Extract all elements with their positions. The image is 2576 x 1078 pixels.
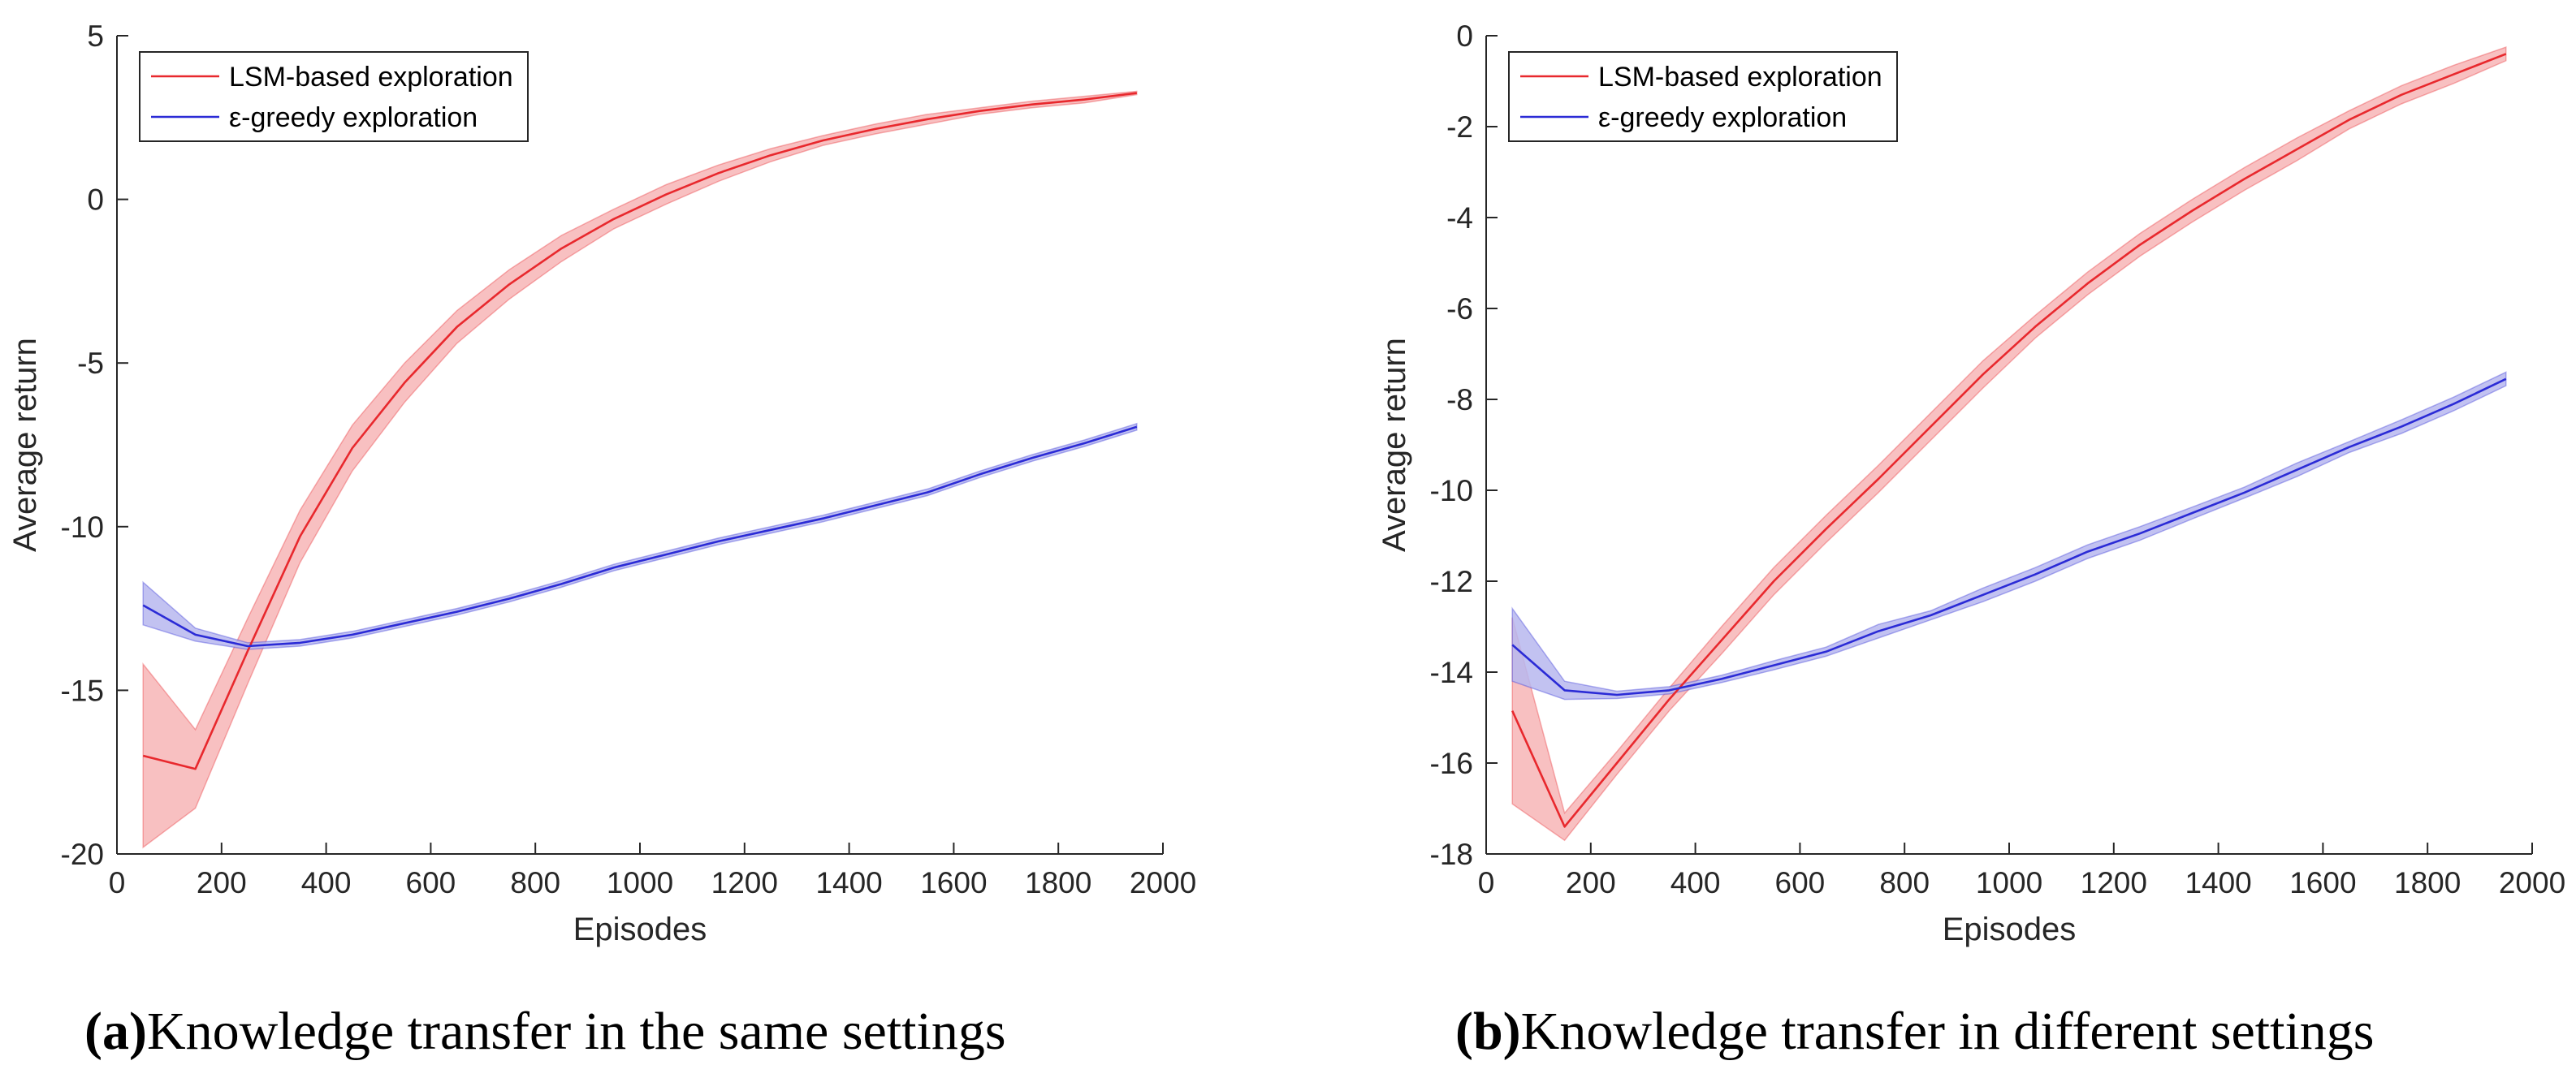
legend-entry: ε-greedy exploration	[1598, 102, 1847, 133]
series-line-a-0	[142, 92, 1137, 770]
x-tick-label: 1000	[1976, 866, 2042, 899]
x-axis-label: Episodes	[1943, 912, 2077, 947]
y-tick-label: -4	[1446, 201, 1473, 235]
legend-entry: LSM-based exploration	[229, 62, 513, 93]
x-tick-label: 0	[1478, 866, 1495, 899]
x-axis-label: Episodes	[573, 912, 707, 947]
panel-caption: (b)Knowledge transfer in different setti…	[1455, 1002, 2374, 1061]
x-tick-label: 1400	[815, 866, 882, 899]
panel-b: 0 200 400 600 800 1000 1200 1400 1600 1800 2000 -18…	[1377, 19, 2565, 1061]
x-tick-label: 800	[510, 866, 560, 899]
x-tick-label: 1000	[607, 866, 673, 899]
legend-box	[1508, 51, 1898, 142]
x-tick-label: 1200	[2081, 866, 2147, 899]
y-tick-label: -6	[1446, 292, 1473, 326]
y-tick-label: -12	[1430, 565, 1473, 598]
y-axis-label: Average return	[1377, 338, 1412, 552]
series-line-a-1	[142, 425, 1138, 648]
panel-caption: (a)Knowledge transfer in the same settin…	[84, 1002, 1006, 1061]
x-tick-label: 600	[1775, 866, 1826, 899]
y-tick-label: 0	[87, 183, 104, 217]
series-band-a-0	[142, 90, 1138, 849]
y-tick-label: -8	[1446, 383, 1473, 416]
panel-caption-text: Knowledge transfer in different settings	[1521, 1002, 2375, 1061]
x-tick-label: 400	[301, 866, 352, 899]
y-tick-label: 5	[87, 19, 104, 53]
y-tick-label: -16	[1430, 747, 1473, 780]
x-tick-label: 400	[1671, 866, 1721, 899]
y-tick-label: -14	[1430, 656, 1473, 689]
x-tick-label: 0	[109, 866, 126, 899]
x-tick-label: 600	[406, 866, 456, 899]
legend-entry: ε-greedy exploration	[229, 102, 478, 133]
y-tick-label: -2	[1446, 110, 1473, 144]
x-tick-label: 1800	[2394, 866, 2461, 899]
x-tick-label: 1400	[2185, 866, 2251, 899]
legend-entry: LSM-based exploration	[1598, 62, 1882, 93]
y-tick-label: 0	[1456, 19, 1473, 53]
x-tick-label: 200	[1566, 866, 1616, 899]
y-tick-label: -20	[61, 838, 104, 871]
y-tick-label: -15	[61, 674, 104, 707]
x-tick-label: 800	[1879, 866, 1930, 899]
series-line-b-0	[1511, 53, 2507, 828]
series-line-b-1	[1511, 377, 2507, 696]
panel-caption-label: (b)	[1455, 1002, 1521, 1061]
x-tick-label: 1800	[1025, 866, 1091, 899]
x-tick-label: 1600	[2289, 866, 2356, 899]
panel-caption-label: (a)	[84, 1002, 147, 1061]
panel-a: 0 200 400 600 800 1000 1200 1400 1600 1800 2000 -20…	[7, 19, 1196, 1061]
legend: LSM-based exploration ε-greedy exploratio…	[139, 51, 529, 142]
x-tick-label: 200	[197, 866, 247, 899]
legend-box	[139, 51, 529, 142]
x-tick-label: 2000	[1130, 866, 1196, 899]
series-band-b-0	[1511, 45, 2507, 842]
x-tick-label: 2000	[2499, 866, 2565, 899]
panel-caption-text: Knowledge transfer in the same settings	[147, 1002, 1006, 1061]
series-band-b-1	[1511, 371, 2507, 701]
y-tick-label: -10	[1430, 474, 1473, 507]
y-tick-label: -5	[77, 347, 104, 380]
legend: LSM-based exploration ε-greedy exploratio…	[1508, 51, 1898, 142]
y-axis-label: Average return	[7, 338, 43, 552]
series-band-a-1	[142, 422, 1138, 650]
y-tick-label: -10	[61, 511, 104, 544]
y-tick-label: -18	[1430, 838, 1473, 871]
x-tick-label: 1200	[711, 866, 778, 899]
x-tick-label: 1600	[920, 866, 987, 899]
